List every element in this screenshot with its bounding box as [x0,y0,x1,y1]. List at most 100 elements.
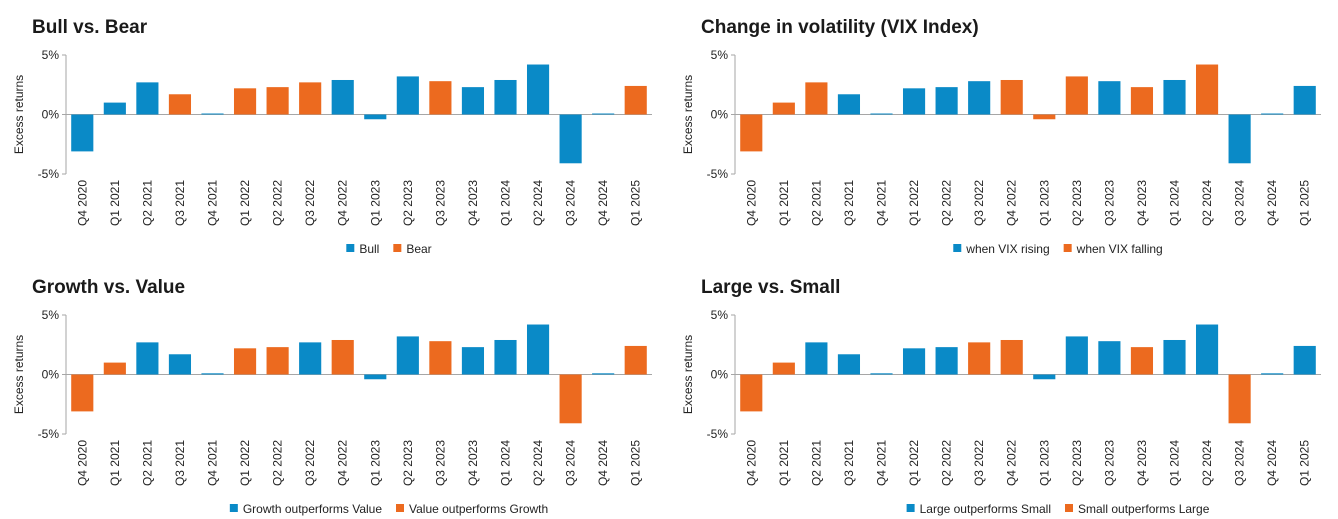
x-tick-label: Q4 2021 [206,440,220,486]
chart-growth-value: Growth vs. Value Excess returns -5% 0% 5% Q4 … [12,277,652,516]
y-tick-label: 5% [42,308,60,322]
bar-q2-2022 [266,87,289,115]
bar-q2-2022 [935,347,958,375]
x-tick-label: Q3 2022 [303,180,317,226]
bar-q1-2023 [364,374,387,380]
x-tick-label: Q1 2022 [238,180,252,226]
bar-q4-2021 [201,373,224,375]
chart-panel-large-small: Large vs. Small Excess returns -5% 0% 5% Q4 2… [669,260,1338,519]
x-tick-label: Q4 2021 [875,440,889,486]
bar-q1-2025 [1293,345,1316,375]
legend-label: when VIX rising [965,242,1049,256]
legend-swatch [393,244,402,252]
bar-q2-2021 [136,82,159,115]
bar-q4-2024 [1261,113,1284,115]
bar-q2-2023 [1065,76,1088,115]
bar-q2-2023 [396,76,419,115]
bar-q4-2022 [331,339,354,375]
x-tick-label: Q2 2021 [809,440,823,486]
bar-q2-2022 [935,87,958,115]
bar-q1-2022 [902,88,926,115]
bar-q4-2022 [1000,339,1023,375]
x-tick-label: Q4 2020 [744,180,758,226]
bar-q1-2025 [624,85,647,115]
bar-q2-2021 [805,82,828,115]
bar-q4-2022 [331,79,354,115]
x-tick-label: Q2 2024 [531,180,545,226]
x-tick-label: Q1 2024 [1168,180,1182,226]
legend-label: Bear [406,242,431,256]
x-tick-label: Q2 2021 [140,180,154,226]
y-tick-label: 0% [711,108,729,122]
x-tick-label: Q1 2024 [499,180,513,226]
x-tick-label: Q3 2024 [1233,440,1247,486]
bar-q1-2022 [902,348,926,375]
bar-q4-2023 [1130,347,1154,375]
bar-q4-2023 [1130,87,1154,115]
x-tick-label: Q4 2022 [1005,440,1019,486]
chart-panel-vix: Change in volatility (VIX Index) Excess r… [669,0,1338,259]
y-axis-label: Excess returns [681,335,695,414]
x-tick-label: Q2 2024 [1200,440,1214,486]
x-tick-label: Q3 2023 [1102,440,1116,486]
chart-title: Change in volatility (VIX Index) [701,17,979,38]
bar-q4-2023 [461,347,485,375]
x-tick-label: Q3 2024 [564,180,578,226]
bar-q3-2022 [968,81,991,115]
bar-q4-2020 [71,374,94,412]
chart-large-small: Large vs. Small Excess returns -5% 0% 5% Q4 2… [681,277,1321,516]
bar-q1-2023 [1033,374,1056,380]
bar-q3-2023 [1098,341,1121,375]
x-tick-label: Q4 2020 [75,180,89,226]
chart-title: Large vs. Small [701,277,840,298]
bar-q4-2024 [592,113,615,115]
x-tick-label: Q1 2021 [777,180,791,226]
x-tick-label: Q1 2021 [108,440,122,486]
y-tick-label: 5% [711,48,729,62]
x-tick-label: Q4 2023 [1135,440,1149,486]
bar-q1-2023 [364,114,387,120]
bar-q2-2024 [526,64,550,115]
legend-swatch [346,244,355,252]
y-tick-label: 0% [711,368,729,382]
x-tick-label: Q2 2022 [271,180,285,226]
x-tick-label: Q1 2022 [907,180,921,226]
bar-q2-2023 [396,336,419,375]
bar-q1-2025 [1293,85,1316,115]
bar-q4-2021 [870,113,893,115]
x-tick-label: Q3 2021 [173,440,187,486]
y-tick-label: 5% [42,48,60,62]
x-tick-label: Q4 2024 [1265,440,1279,486]
bar-q1-2021 [103,362,126,375]
legend: when VIX rising when VIX falling [953,242,1163,256]
x-tick-label: Q3 2021 [173,180,187,226]
x-tick-label: Q1 2025 [629,180,643,226]
bar-q3-2024 [559,114,582,164]
bar-q3-2021 [168,94,192,115]
x-tick-label: Q2 2021 [140,440,154,486]
legend-swatch [229,504,238,512]
legend-label: when VIX falling [1076,242,1163,256]
bar-q1-2024 [1163,79,1186,115]
x-tick-label: Q2 2023 [401,440,415,486]
bar-q3-2024 [1228,374,1251,424]
x-tick-label: Q4 2022 [336,440,350,486]
chart-panel-growth-value: Growth vs. Value Excess returns -5% 0% 5% Q4 … [0,260,669,519]
x-tick-label: Q1 2024 [499,440,513,486]
x-tick-label: Q4 2020 [744,440,758,486]
x-tick-label: Q4 2020 [75,440,89,486]
legend-swatch [396,504,404,512]
y-axis-label: Excess returns [12,335,26,414]
x-tick-label: Q3 2022 [972,180,986,226]
x-tick-label: Q2 2022 [271,440,285,486]
bar-q4-2024 [592,373,615,375]
x-tick-label: Q4 2022 [336,180,350,226]
chart-bull-bear: Bull vs. Bear Excess returns -5% 0% 5% Q4 202… [12,17,652,256]
x-tick-label: Q2 2021 [809,180,823,226]
x-tick-label: Q2 2022 [940,440,954,486]
bar-q3-2024 [559,374,582,424]
legend-swatch [906,504,915,512]
x-tick-label: Q4 2021 [206,180,220,226]
y-axis-label: Excess returns [12,75,26,154]
bar-q4-2020 [71,114,94,152]
